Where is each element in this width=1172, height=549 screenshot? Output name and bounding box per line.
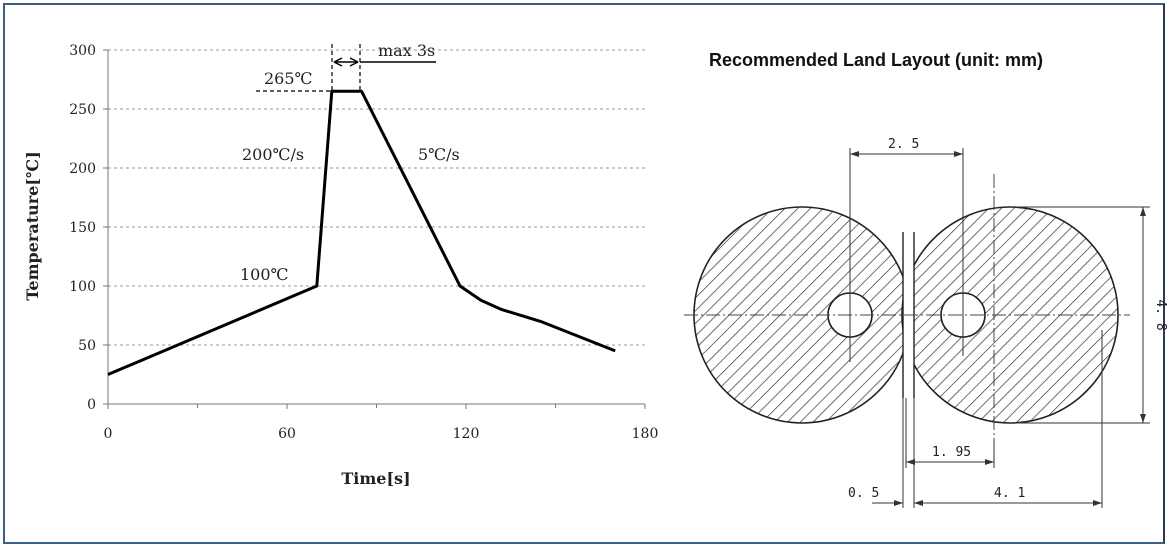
temperature-profile-line	[107, 89, 616, 376]
preheat-label: 100℃	[240, 265, 288, 284]
dwell-label: max 3s	[378, 41, 435, 60]
y-tick-label: 200	[69, 161, 96, 177]
x-axis-label: Time[s]	[341, 469, 410, 488]
chart-grid	[108, 49, 645, 346]
y-tick-labels: 0 50 100 150 200 250 300	[69, 43, 96, 413]
x-tick-label: 0	[104, 426, 113, 442]
dim-center-spacing: 2. 5	[888, 137, 919, 152]
image-frame	[3, 3, 1165, 544]
land-layout-diagram: Recommended Land Layout (unit: mm) 2. 5 …	[684, 50, 1168, 508]
peak-temp-label: 265℃	[264, 69, 312, 88]
y-tick-label: 150	[69, 220, 96, 236]
y-tick-label: 100	[69, 279, 96, 295]
chart-axes	[103, 49, 646, 409]
y-tick-label: 0	[87, 397, 96, 413]
dim-height: 4. 8	[1153, 299, 1168, 330]
reflow-profile-chart: 0 50 100 150 200 250 300 0 60 120 180 265℃ max 3s…	[23, 41, 658, 488]
dim-arrow-gap	[894, 500, 903, 506]
x-tick-labels: 0 60 120 180	[104, 426, 659, 442]
dim-offset: 1. 95	[932, 445, 971, 460]
dim-width: 4. 1	[994, 486, 1025, 501]
x-tick-label: 60	[278, 426, 296, 442]
dim-gap: 0. 5	[848, 486, 879, 501]
y-axis-label: Temperature[℃]	[23, 151, 42, 300]
y-tick-label: 50	[78, 338, 96, 354]
x-tick-label: 120	[453, 426, 480, 442]
dim-arrows-offset	[906, 459, 994, 465]
x-tick-label: 180	[632, 426, 659, 442]
land-layout-title: Recommended Land Layout (unit: mm)	[709, 50, 1043, 70]
y-tick-label: 250	[69, 102, 96, 118]
y-tick-label: 300	[69, 43, 96, 59]
dwell-arrow-heads	[333, 57, 359, 67]
ramp-down-label: 5℃/s	[418, 145, 460, 164]
ramp-up-label: 200℃/s	[242, 145, 304, 164]
